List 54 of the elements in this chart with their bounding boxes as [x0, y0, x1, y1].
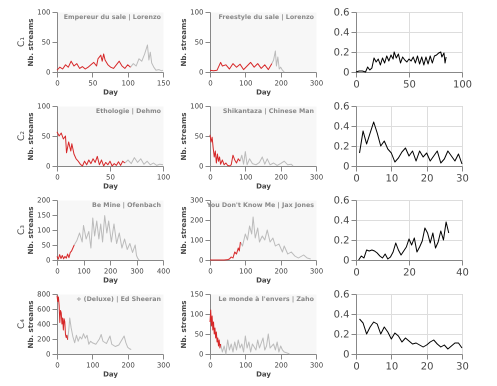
- line-series: [271, 50, 285, 72]
- line-series: [358, 222, 450, 260]
- x-tick-label: 30: [456, 174, 469, 184]
- x-tick-label: 20: [403, 268, 416, 278]
- y-tick-label: 0: [343, 256, 350, 266]
- line-series: [240, 216, 312, 260]
- y-tick-label: 0.4: [334, 216, 350, 226]
- line-series: [210, 62, 272, 72]
- y-tick-label: 0.4: [334, 122, 350, 132]
- line-series: [240, 151, 294, 166]
- x-tick-label: 50: [403, 80, 416, 90]
- x-tick-label: 0: [353, 268, 360, 278]
- y-tick-label: 0: [343, 350, 350, 360]
- y-tick-label: 0: [343, 162, 350, 172]
- line-series: [220, 334, 290, 354]
- line-series: [356, 52, 447, 72]
- line-series: [210, 242, 241, 260]
- x-tick-label: 40: [456, 268, 469, 278]
- y-tick-label: 0.2: [334, 48, 350, 58]
- y-tick-label: 0.2: [334, 330, 350, 340]
- line-series: [56, 295, 68, 340]
- text: C₂: [17, 130, 27, 141]
- line-series: [124, 157, 164, 166]
- text: C₄: [17, 318, 27, 329]
- line-series: [67, 318, 132, 350]
- x-tick-label: 0: [353, 174, 360, 184]
- x-tick-label: 100: [452, 80, 472, 90]
- line-series: [210, 310, 222, 348]
- y-tick-label: 0.6: [334, 196, 350, 206]
- y-tick-label: 0: [343, 68, 350, 78]
- text: C₁: [17, 36, 27, 47]
- y-tick-label: 0.2: [334, 236, 350, 246]
- y-tick-label: 0.6: [334, 102, 350, 112]
- line-series: [56, 54, 131, 71]
- y-tick-label: 0.4: [334, 310, 350, 320]
- line-series: [56, 244, 75, 260]
- x-tick-label: 10: [385, 174, 398, 184]
- line-series: [74, 215, 140, 260]
- line-series: [359, 318, 462, 350]
- line-series: [130, 44, 164, 72]
- y-tick-label: 0.6: [334, 290, 350, 300]
- line-series: [210, 134, 241, 166]
- y-tick-label: 0.2: [334, 142, 350, 152]
- x-tick-label: 0: [353, 80, 360, 90]
- line-series: [56, 131, 126, 166]
- x-tick-label: 20: [420, 362, 434, 372]
- text: C₃: [17, 224, 27, 235]
- y-tick-label: 0.6: [334, 8, 350, 18]
- y-tick-label: 0.4: [334, 28, 350, 38]
- line-series: [359, 122, 462, 164]
- x-tick-label: 10: [385, 362, 398, 372]
- x-tick-label: 30: [456, 362, 469, 372]
- x-tick-label: 0: [353, 362, 360, 372]
- x-tick-label: 20: [420, 174, 434, 184]
